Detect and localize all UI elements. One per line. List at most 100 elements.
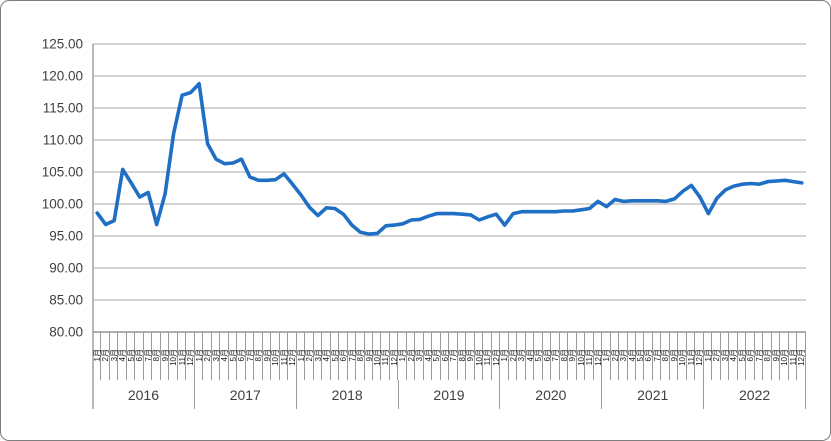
- y-axis-label: 80.00: [49, 324, 83, 340]
- series-line: [95, 81, 804, 236]
- month-cell: 4月: [220, 332, 229, 380]
- month-cell: 2月: [101, 332, 110, 380]
- y-axis-label: 120.00: [41, 68, 83, 84]
- month-cell: 10月: [678, 332, 687, 380]
- month-cell: 9月: [161, 332, 170, 380]
- month-cell: 7月: [755, 332, 764, 380]
- y-axis-label: 115.00: [42, 100, 83, 116]
- month-cell: 11月: [381, 332, 390, 380]
- y-axis-label: 95.00: [49, 228, 83, 244]
- month-cell: 12月: [186, 332, 195, 380]
- month-cell: 2月: [509, 332, 518, 380]
- month-cell: 1月: [297, 332, 306, 380]
- month-cell: 6月: [135, 332, 144, 380]
- month-cell: 9月: [568, 332, 577, 380]
- year-label: 2017: [229, 386, 261, 403]
- month-cell: 5月: [432, 332, 441, 380]
- month-cell: 10月: [373, 332, 382, 380]
- month-cell: 6月: [746, 332, 755, 380]
- month-cell: 6月: [543, 332, 552, 380]
- month-cell: 3月: [415, 332, 424, 380]
- month-cell: 10月: [271, 332, 280, 380]
- month-cell: 5月: [127, 332, 136, 380]
- month-cell: 4月: [729, 332, 738, 380]
- month-cell: 9月: [466, 332, 475, 380]
- y-axis-label: 105.00: [41, 164, 83, 180]
- month-cell: 2月: [712, 332, 721, 380]
- month-cell: 5月: [229, 332, 238, 380]
- month-cell: 1月: [93, 332, 102, 380]
- month-cell: 4月: [118, 332, 127, 380]
- year-cell: 2021: [602, 380, 705, 409]
- month-cell: 4月: [424, 332, 433, 380]
- month-cell: 5月: [636, 332, 645, 380]
- month-cell: 9月: [670, 332, 679, 380]
- month-cell: 12月: [594, 332, 603, 380]
- x-axis-months: 1月 2月 3月 4月 5月 6月 7月 8月 9月 10月 11月 12月 1月 2月 3月 4月 5月 6月 7…: [93, 332, 806, 380]
- y-axis-label: 85.00: [49, 292, 83, 308]
- year-cell: 2020: [500, 380, 603, 409]
- year-cell: 2019: [399, 380, 501, 409]
- month-cell: 10月: [577, 332, 586, 380]
- y-axis-label: 90.00: [49, 260, 83, 276]
- month-cell: 1月: [398, 332, 407, 380]
- month-cell: 8月: [152, 332, 161, 380]
- month-cell: 6月: [644, 332, 653, 380]
- month-cell: 3月: [314, 332, 323, 380]
- month-cell: 7月: [653, 332, 662, 380]
- month-cell: 4月: [628, 332, 637, 380]
- month-cell: 12月: [288, 332, 297, 380]
- year-cell: 2016: [93, 380, 195, 409]
- month-cell: 8月: [661, 332, 670, 380]
- month-cell: 3月: [110, 332, 119, 380]
- month-cell: 4月: [322, 332, 331, 380]
- month-cell: 11月: [585, 332, 594, 380]
- month-cell: 3月: [721, 332, 730, 380]
- month-cell: 1月: [500, 332, 509, 380]
- year-label: 2019: [433, 386, 465, 403]
- y-axis-label: 125.00: [41, 36, 83, 52]
- month-cell: 1月: [195, 332, 204, 380]
- month-cell: 10月: [169, 332, 178, 380]
- x-axis-years: 2016 2017 2018 2019 2020 2021 2022: [93, 380, 807, 409]
- month-tick-label: 12月: [797, 349, 807, 366]
- month-cell: 2月: [305, 332, 314, 380]
- month-cell: 5月: [331, 332, 340, 380]
- month-cell: 4月: [526, 332, 535, 380]
- month-cell: 8月: [356, 332, 365, 380]
- month-cell: 7月: [449, 332, 458, 380]
- month-cell: 11月: [687, 332, 696, 380]
- month-cell: 8月: [560, 332, 569, 380]
- month-cell: 7月: [551, 332, 560, 380]
- month-cell: 9月: [365, 332, 374, 380]
- month-cell: 3月: [517, 332, 526, 380]
- month-cell: 2月: [611, 332, 620, 380]
- month-cell: 12月: [390, 332, 399, 380]
- month-cell: 3月: [619, 332, 628, 380]
- year-cell: 2017: [195, 380, 297, 409]
- month-cell: 8月: [763, 332, 772, 380]
- month-cell: 8月: [254, 332, 263, 380]
- month-cell: 7月: [144, 332, 153, 380]
- month-cell: 8月: [458, 332, 467, 380]
- month-cell: 10月: [780, 332, 789, 380]
- year-label: 2016: [127, 386, 159, 403]
- month-cell: 5月: [534, 332, 543, 380]
- year-cell: 2022: [704, 380, 807, 409]
- year-label: 2018: [331, 386, 363, 403]
- month-cell: 6月: [441, 332, 450, 380]
- month-cell: 11月: [789, 332, 798, 380]
- month-cell: 9月: [772, 332, 781, 380]
- year-cell: 2018: [297, 380, 399, 409]
- y-axis-label: 100.00: [41, 196, 83, 212]
- month-cell: 7月: [348, 332, 357, 380]
- month-cell: 9月: [263, 332, 272, 380]
- month-cell: 10月: [475, 332, 484, 380]
- month-cell: 11月: [280, 332, 289, 380]
- month-cell: 11月: [178, 332, 187, 380]
- month-cell: 12月: [492, 332, 501, 380]
- month-cell: 1月: [602, 332, 611, 380]
- month-cell: 1月: [704, 332, 713, 380]
- year-label: 2022: [739, 386, 771, 403]
- year-label: 2021: [637, 386, 669, 403]
